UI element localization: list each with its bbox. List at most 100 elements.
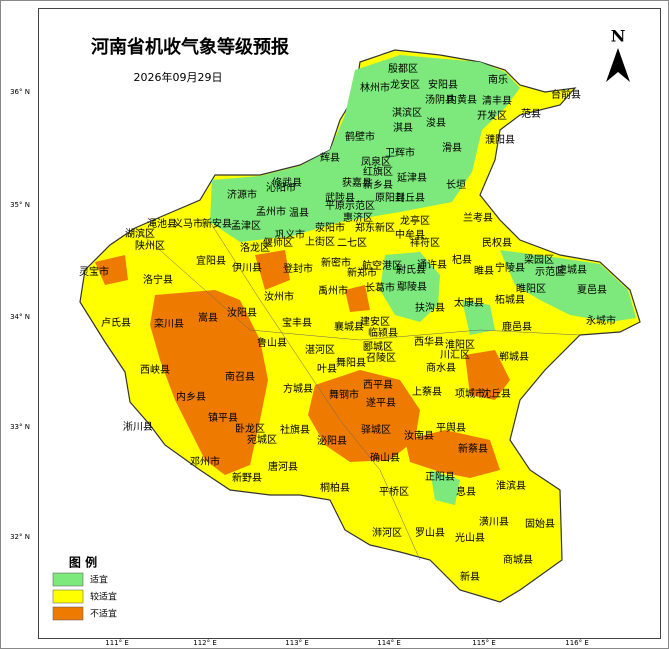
- boundary: [209, 221, 421, 561]
- place-label: 项城市: [455, 387, 485, 400]
- place-label: 新密市: [321, 256, 351, 269]
- place-label: 建安区: [360, 315, 390, 328]
- place-label: 平桥区: [379, 486, 409, 498]
- place-label: 卧龙区: [235, 422, 265, 435]
- place-label: 嵩县: [198, 312, 218, 324]
- place-label: 宜阳县: [196, 254, 226, 267]
- legend-label: 不适宜: [90, 608, 117, 620]
- place-label: 邓州市: [190, 455, 220, 468]
- place-label: 睢县: [474, 264, 494, 277]
- place-label: 义马市: [173, 217, 203, 230]
- place-label: 清丰县: [482, 94, 512, 107]
- region-unsuitable: [405, 430, 500, 478]
- region-suitable: [210, 55, 520, 242]
- place-label: 栾川县: [154, 317, 184, 330]
- place-label: 西平县: [363, 379, 393, 391]
- legend-swatch: [52, 589, 84, 604]
- place-label: 延津县: [397, 172, 427, 184]
- lat-label: 36° N: [10, 88, 30, 96]
- place-label: 正阳县: [425, 471, 455, 483]
- place-label: 内黄县: [447, 93, 477, 106]
- place-label: 林州市: [360, 81, 390, 94]
- place-label: 宛城区: [247, 433, 277, 446]
- lon-label: 114° E: [377, 639, 401, 647]
- region-unsuitable: [95, 255, 128, 285]
- place-label: 宝丰县: [282, 316, 312, 329]
- place-label: 平舆县: [436, 421, 466, 434]
- place-label: 宁陵县: [495, 261, 525, 274]
- place-label: 卫辉市: [385, 146, 415, 159]
- place-label: 社旗县: [280, 423, 310, 436]
- lon-label: 116° E: [565, 639, 589, 647]
- legend-swatch: [52, 606, 84, 621]
- place-label: 遂平县: [366, 396, 396, 409]
- legend-label: 较适宜: [90, 591, 117, 603]
- place-label: 巩义市: [275, 228, 305, 241]
- place-label: 罗山县: [415, 527, 445, 539]
- place-label: 长垣: [446, 179, 466, 191]
- place-label: 滑县: [442, 142, 462, 154]
- place-label: 上蔡县: [412, 385, 442, 398]
- place-label: 汝阳县: [227, 306, 257, 319]
- regions: [79, 49, 641, 603]
- place-label: 新野县: [232, 471, 262, 484]
- legend-swatch: [52, 572, 84, 587]
- place-label: 原阳县: [375, 192, 405, 204]
- place-label: 封丘县: [395, 191, 425, 204]
- place-label: 汤阴县: [425, 93, 455, 106]
- place-label: 商城县: [503, 553, 533, 566]
- place-label: 祥符区: [410, 236, 440, 249]
- place-label: 南召县: [225, 370, 255, 383]
- place-label: 确山县: [370, 451, 400, 464]
- map-frame: [38, 8, 661, 639]
- place-label: 淇县: [393, 122, 413, 134]
- place-label: 凤泉区: [361, 155, 391, 168]
- place-label: 新县: [460, 570, 480, 583]
- place-label: 新蔡县: [458, 442, 488, 455]
- place-label: 淮阳区: [445, 339, 475, 351]
- place-label: 殷都区: [388, 63, 418, 75]
- place-label: 息县: [456, 485, 476, 498]
- place-label: 荥阳市: [315, 221, 345, 234]
- place-label: 永城市: [586, 314, 616, 327]
- place-label: 长葛市: [365, 281, 395, 294]
- boundary: [134, 227, 581, 341]
- place-label: 固始县: [525, 517, 555, 530]
- place-label: 卢氏县: [101, 316, 131, 329]
- place-label: 伊川县: [232, 262, 262, 274]
- place-label: 偃师区: [263, 236, 293, 249]
- lon-label: 115° E: [472, 639, 496, 647]
- place-label: 濮阳县: [485, 133, 515, 146]
- place-label: 光山县: [455, 531, 485, 544]
- place-label: 杞县: [452, 253, 472, 266]
- region-suitable: [430, 470, 460, 505]
- place-label: 驿城区: [361, 424, 391, 436]
- map-title: 河南省机收气象等级预报: [91, 36, 289, 58]
- place-label: 兰考县: [463, 211, 493, 224]
- lat-label: 34° N: [10, 313, 30, 321]
- place-label: 通许县: [417, 259, 447, 271]
- place-label: 淮滨县: [496, 479, 526, 492]
- place-label: 红旗区: [363, 165, 393, 178]
- place-label: 禹州市: [318, 284, 348, 297]
- place-label: 鲁山县: [257, 336, 287, 349]
- place-label: 新郑市: [347, 266, 377, 279]
- place-label: 惠济区: [343, 211, 373, 224]
- place-label: 梁园区: [524, 253, 554, 266]
- place-label: 湛河区: [305, 344, 335, 356]
- legend-title: 图 例: [69, 555, 97, 570]
- place-label: 叶县: [317, 363, 337, 375]
- place-label: 沈丘县: [481, 387, 511, 400]
- place-label: 唐河县: [268, 460, 298, 473]
- place-label: 虞城县: [557, 263, 587, 276]
- place-label: 淇滨区: [392, 106, 422, 119]
- place-label: 汝南县: [404, 429, 434, 442]
- place-label: 睢阳区: [516, 282, 546, 295]
- place-label: 二七区: [337, 237, 367, 249]
- place-label: 鹤壁市: [345, 130, 375, 143]
- map-date: 2026年09月29日: [134, 70, 223, 84]
- north-arrow: [606, 48, 630, 82]
- place-label: 汝州市: [264, 290, 294, 303]
- place-label: 夏邑县: [577, 284, 607, 296]
